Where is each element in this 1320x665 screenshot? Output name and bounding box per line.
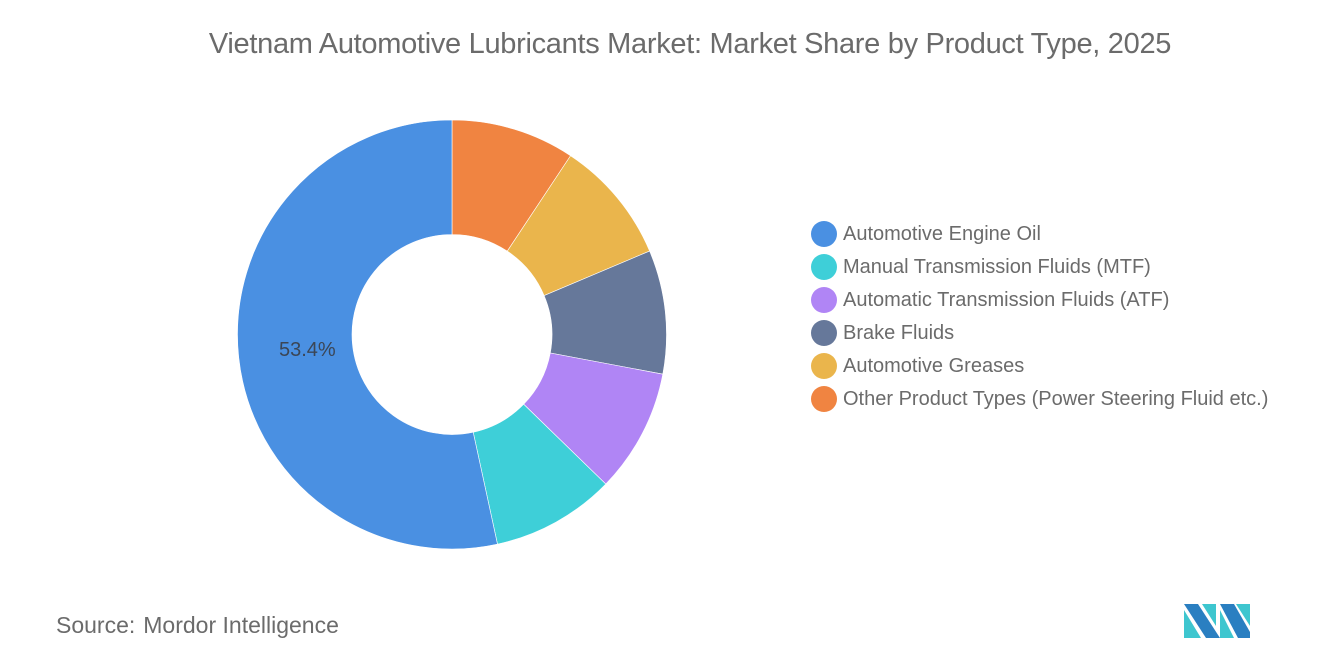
legend-label: Brake Fluids (843, 322, 955, 344)
legend-label: Other Product Types (Power Steering Flui… (843, 388, 1269, 410)
legend-dot-icon (811, 254, 837, 280)
legend-item-atf[interactable]: Automatic Transmission Fluids (ATF) (811, 284, 1281, 317)
legend-dot-icon (811, 353, 837, 379)
legend-item-other[interactable]: Other Product Types (Power Steering Flui… (811, 383, 1281, 414)
legend-dot-icon (811, 320, 837, 346)
chart-legend: Automotive Engine Oil Manual Transmissio… (811, 218, 1281, 414)
legend-item-brake-fluids[interactable]: Brake Fluids (811, 317, 1281, 350)
legend-label: Manual Transmission Fluids (MTF) (843, 256, 1151, 278)
legend-item-greases[interactable]: Automotive Greases (811, 350, 1281, 383)
legend-item-mtf[interactable]: Manual Transmission Fluids (MTF) (811, 251, 1281, 284)
legend-label: Automatic Transmission Fluids (ATF) (843, 289, 1170, 311)
donut-slice-automotive-engine-oil[interactable] (237, 119, 498, 550)
source-note: Source: Mordor Intelligence (56, 612, 339, 639)
legend-dot-icon (811, 386, 837, 412)
source-value: Mordor Intelligence (143, 612, 339, 638)
legend-label: Automotive Engine Oil (843, 223, 1041, 245)
slice-label-engine-oil: 53.4% (279, 339, 336, 361)
legend-dot-icon (811, 221, 837, 247)
legend-item-engine-oil[interactable]: Automotive Engine Oil (811, 218, 1281, 251)
chart-title: Vietnam Automotive Lubricants Market: Ma… (208, 28, 1172, 60)
legend-label: Automotive Greases (843, 355, 1025, 377)
legend-dot-icon (811, 287, 837, 313)
mordor-logo-icon (1184, 604, 1250, 638)
source-key: Source: (56, 612, 136, 638)
